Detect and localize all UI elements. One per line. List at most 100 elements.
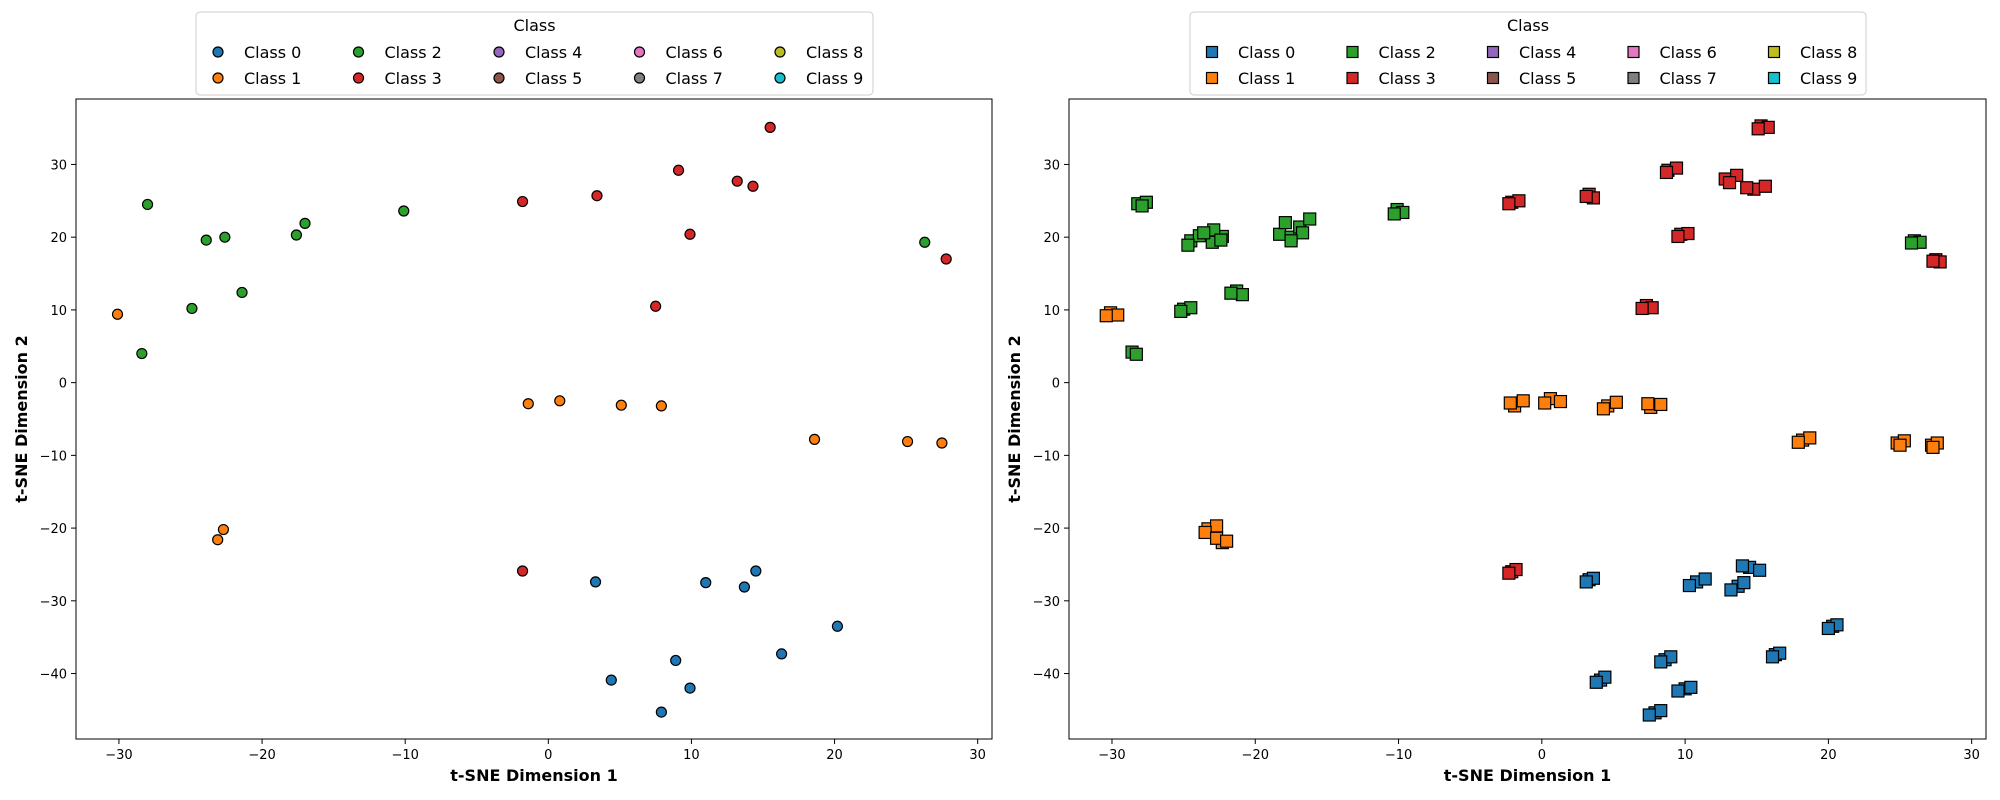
- class-2-point: [1129, 347, 1143, 361]
- class-0-point: [738, 581, 750, 593]
- y-axis-label: t-SNE Dimension 2: [1005, 335, 1024, 502]
- class-0-point: [1735, 559, 1750, 573]
- class-3-point: [1758, 179, 1772, 193]
- legend-box: [195, 11, 874, 96]
- class-2-point: [290, 229, 303, 241]
- legend-marker-class-7: [1627, 71, 1640, 85]
- x-tick-label: 30: [1963, 748, 1980, 763]
- class-2-point: [1174, 304, 1188, 318]
- class-1-point: [615, 399, 627, 411]
- class-0-point: [655, 706, 667, 718]
- class-2-point: [1303, 212, 1317, 226]
- legend-marker-class-9: [774, 72, 786, 84]
- class-1-point: [1220, 534, 1234, 548]
- class-0-point: [750, 565, 762, 577]
- class-3-point: [764, 121, 776, 133]
- y-tick-label: −10: [1033, 449, 1060, 464]
- legend-label-class-0: Class 0: [1238, 43, 1295, 62]
- y-tick-label: 30: [50, 158, 67, 173]
- class-3-point: [516, 195, 529, 208]
- class-1-point: [1209, 519, 1224, 533]
- class-1-point: [1553, 394, 1568, 409]
- class-1-point: [212, 534, 224, 546]
- class-3-point: [1722, 176, 1737, 190]
- class-3-point: [1579, 189, 1593, 204]
- y-tick-label: −40: [1033, 668, 1060, 683]
- class-1-point: [217, 523, 230, 536]
- class-1-point: [554, 395, 566, 407]
- class-3-point: [516, 565, 529, 577]
- y-tick-label: 20: [1043, 231, 1060, 246]
- y-tick-label: −20: [40, 522, 67, 537]
- class-1-point: [1926, 440, 1940, 454]
- class-0-point: [1642, 708, 1656, 722]
- x-tick-label: −10: [391, 748, 418, 763]
- legend-label-class-3: Class 3: [1379, 69, 1436, 88]
- class-2-point: [919, 236, 931, 248]
- legend-marker-class-6: [1627, 45, 1640, 59]
- y-tick-label: −30: [1033, 595, 1060, 610]
- class-3-point: [591, 190, 603, 202]
- class-1-point: [1111, 308, 1125, 322]
- class-0-point: [1671, 684, 1685, 698]
- legend-box: [1189, 11, 1867, 96]
- legend-marker-class-1: [212, 72, 224, 84]
- class-2-point: [200, 234, 212, 246]
- y-tick-label: −10: [40, 449, 67, 464]
- legend-marker-class-9: [1767, 71, 1781, 85]
- class-0-point: [684, 682, 696, 694]
- class-2-point: [1235, 288, 1249, 302]
- class-1-point: [1654, 397, 1668, 412]
- y-tick-label: −30: [40, 595, 67, 610]
- x-tick-label: 10: [1677, 748, 1694, 763]
- legend-marker-class-0: [1205, 45, 1219, 59]
- x-tick-label: 10: [683, 748, 700, 763]
- legend-label-class-1: Class 1: [244, 69, 301, 88]
- x-tick-label: 0: [544, 748, 552, 763]
- class-3-point: [1635, 301, 1649, 316]
- legend-label-class-4: Class 4: [525, 43, 582, 62]
- legend-label-class-1: Class 1: [1238, 69, 1295, 88]
- legend: Class Class 0 Class 1 Class 2 Class 3 Class 4…: [1189, 11, 1867, 96]
- class-2-point: [1135, 199, 1149, 213]
- legend-label-class-9: Class 9: [806, 69, 863, 88]
- class-2-point: [1278, 216, 1292, 230]
- class-1-point: [936, 437, 948, 449]
- class-1-point: [655, 400, 667, 412]
- class-3-point: [747, 180, 759, 192]
- class-3-point: [1659, 165, 1674, 180]
- y-tick-label: 0: [1052, 377, 1060, 392]
- class-3-point: [1502, 197, 1516, 211]
- class-1-point: [1791, 435, 1805, 449]
- class-3-point: [1671, 229, 1685, 244]
- y-tick-label: 10: [50, 304, 67, 319]
- class-1-point: [1198, 525, 1212, 540]
- legend-label-class-9: Class 9: [1800, 69, 1857, 88]
- class-0-point: [1654, 655, 1668, 669]
- legend-label-class-6: Class 6: [1660, 43, 1717, 62]
- class-1-point: [1596, 402, 1611, 416]
- legend-label-class-5: Class 5: [1519, 69, 1576, 88]
- class-1-point: [111, 308, 124, 320]
- right-scatter-panel: −30 −20 −10 0 10 20 30 −40 −30 −20 −10 0 10 20 30 t-SNE…: [1005, 11, 1987, 785]
- class-2-point: [299, 217, 311, 229]
- class-1-point: [808, 433, 821, 445]
- class-3-point: [1502, 566, 1516, 580]
- class-3-point: [650, 300, 662, 312]
- class-0-point: [776, 648, 788, 660]
- legend-label-class-4: Class 4: [1519, 43, 1576, 62]
- x-tick-label: −30: [105, 748, 132, 763]
- class-3-point: [1926, 254, 1940, 268]
- class-1-point: [1893, 438, 1907, 452]
- class-0-point: [700, 577, 712, 589]
- legend-marker-class-4: [493, 46, 505, 58]
- y-tick-label: −20: [1033, 522, 1060, 537]
- legend-marker-class-3: [1346, 71, 1359, 85]
- class-1-point: [1641, 397, 1655, 411]
- class-2-point: [398, 205, 410, 217]
- legend-label-class-8: Class 8: [806, 43, 863, 62]
- class-1-point: [1503, 396, 1517, 410]
- class-0-point: [831, 620, 844, 632]
- legend-marker-class-5: [493, 72, 505, 84]
- class-3-point: [1740, 181, 1754, 195]
